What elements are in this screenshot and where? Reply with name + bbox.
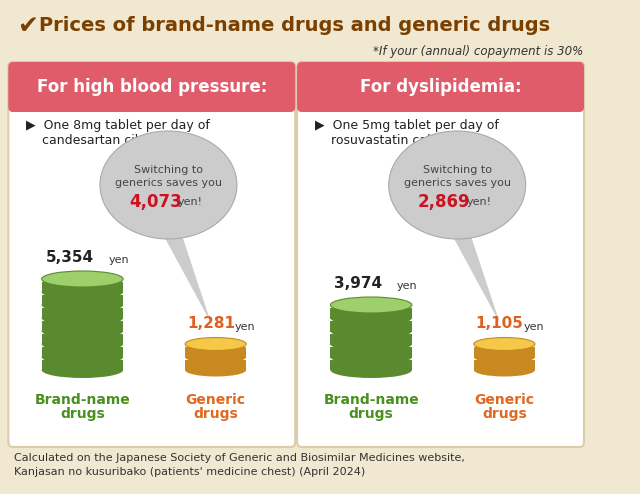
Text: yen: yen [108, 255, 129, 265]
Text: For dyslipidemia:: For dyslipidemia: [360, 78, 522, 96]
Text: ▶  One 5mg tablet per day of: ▶ One 5mg tablet per day of [315, 119, 499, 131]
Ellipse shape [330, 362, 412, 378]
FancyBboxPatch shape [8, 62, 295, 112]
Ellipse shape [474, 364, 535, 376]
Polygon shape [474, 344, 535, 357]
Text: ✔: ✔ [17, 14, 38, 38]
FancyBboxPatch shape [297, 62, 584, 112]
Text: Kanjasan no kusuribako (patients' medicine chest) (April 2024): Kanjasan no kusuribako (patients' medici… [14, 467, 365, 477]
Text: Brand-name: Brand-name [323, 393, 419, 407]
Polygon shape [158, 225, 211, 323]
Ellipse shape [42, 336, 123, 352]
Text: 1,281: 1,281 [187, 317, 235, 331]
Text: rosuvastatin calcium: rosuvastatin calcium [315, 134, 461, 148]
Text: Brand-name: Brand-name [35, 393, 131, 407]
FancyBboxPatch shape [297, 62, 584, 447]
Text: generics saves you: generics saves you [115, 178, 222, 188]
Ellipse shape [100, 131, 237, 239]
Ellipse shape [474, 351, 535, 364]
Polygon shape [42, 331, 123, 344]
Polygon shape [42, 279, 123, 292]
Ellipse shape [330, 297, 412, 313]
Text: Generic: Generic [186, 393, 246, 407]
Polygon shape [330, 305, 412, 318]
Ellipse shape [388, 131, 525, 239]
Polygon shape [185, 344, 246, 357]
Polygon shape [42, 305, 123, 318]
Text: 4,073: 4,073 [129, 193, 182, 211]
Ellipse shape [42, 349, 123, 365]
Text: 3,974: 3,974 [334, 276, 382, 291]
Text: yen!: yen! [178, 197, 203, 207]
Polygon shape [42, 292, 123, 305]
Text: Prices of brand-name drugs and generic drugs: Prices of brand-name drugs and generic d… [39, 16, 550, 36]
Polygon shape [185, 357, 246, 370]
Ellipse shape [42, 271, 123, 287]
Polygon shape [330, 331, 412, 344]
Text: 1,105: 1,105 [476, 317, 524, 331]
Ellipse shape [474, 337, 535, 351]
Text: Generic: Generic [474, 393, 534, 407]
Ellipse shape [185, 337, 246, 351]
Polygon shape [42, 318, 123, 331]
Polygon shape [330, 344, 412, 357]
Polygon shape [330, 318, 412, 331]
Ellipse shape [42, 284, 123, 300]
Ellipse shape [330, 310, 412, 326]
Ellipse shape [42, 297, 123, 313]
Text: generics saves you: generics saves you [404, 178, 511, 188]
Text: For high blood pressure:: For high blood pressure: [36, 78, 267, 96]
Text: drugs: drugs [349, 407, 394, 421]
Text: yen: yen [524, 322, 545, 331]
Polygon shape [42, 344, 123, 357]
Ellipse shape [330, 336, 412, 352]
Ellipse shape [42, 323, 123, 339]
Text: 2,869: 2,869 [418, 193, 470, 211]
Ellipse shape [42, 362, 123, 378]
Text: yen!: yen! [467, 197, 492, 207]
Text: Switching to: Switching to [422, 165, 492, 175]
Ellipse shape [330, 349, 412, 365]
Polygon shape [330, 357, 412, 370]
Polygon shape [42, 357, 123, 370]
Text: 5,354: 5,354 [45, 250, 93, 265]
Bar [301, 87, 579, 107]
Bar [13, 87, 291, 107]
Text: yen: yen [397, 281, 418, 291]
Text: drugs: drugs [60, 407, 105, 421]
Polygon shape [447, 225, 500, 323]
Text: yen: yen [235, 322, 256, 331]
Text: ▶  One 8mg tablet per day of: ▶ One 8mg tablet per day of [26, 119, 210, 131]
Text: Switching to: Switching to [134, 165, 203, 175]
FancyBboxPatch shape [8, 62, 295, 447]
Text: candesartan cilexetil: candesartan cilexetil [26, 134, 172, 148]
Ellipse shape [185, 364, 246, 376]
Ellipse shape [42, 310, 123, 326]
Ellipse shape [330, 323, 412, 339]
Text: drugs: drugs [482, 407, 527, 421]
Ellipse shape [185, 351, 246, 364]
Text: Calculated on the Japanese Society of Generic and Biosimilar Medicines website,: Calculated on the Japanese Society of Ge… [14, 453, 465, 463]
Polygon shape [474, 357, 535, 370]
Text: drugs: drugs [193, 407, 238, 421]
Text: *If your (annual) copayment is 30%: *If your (annual) copayment is 30% [373, 45, 583, 58]
